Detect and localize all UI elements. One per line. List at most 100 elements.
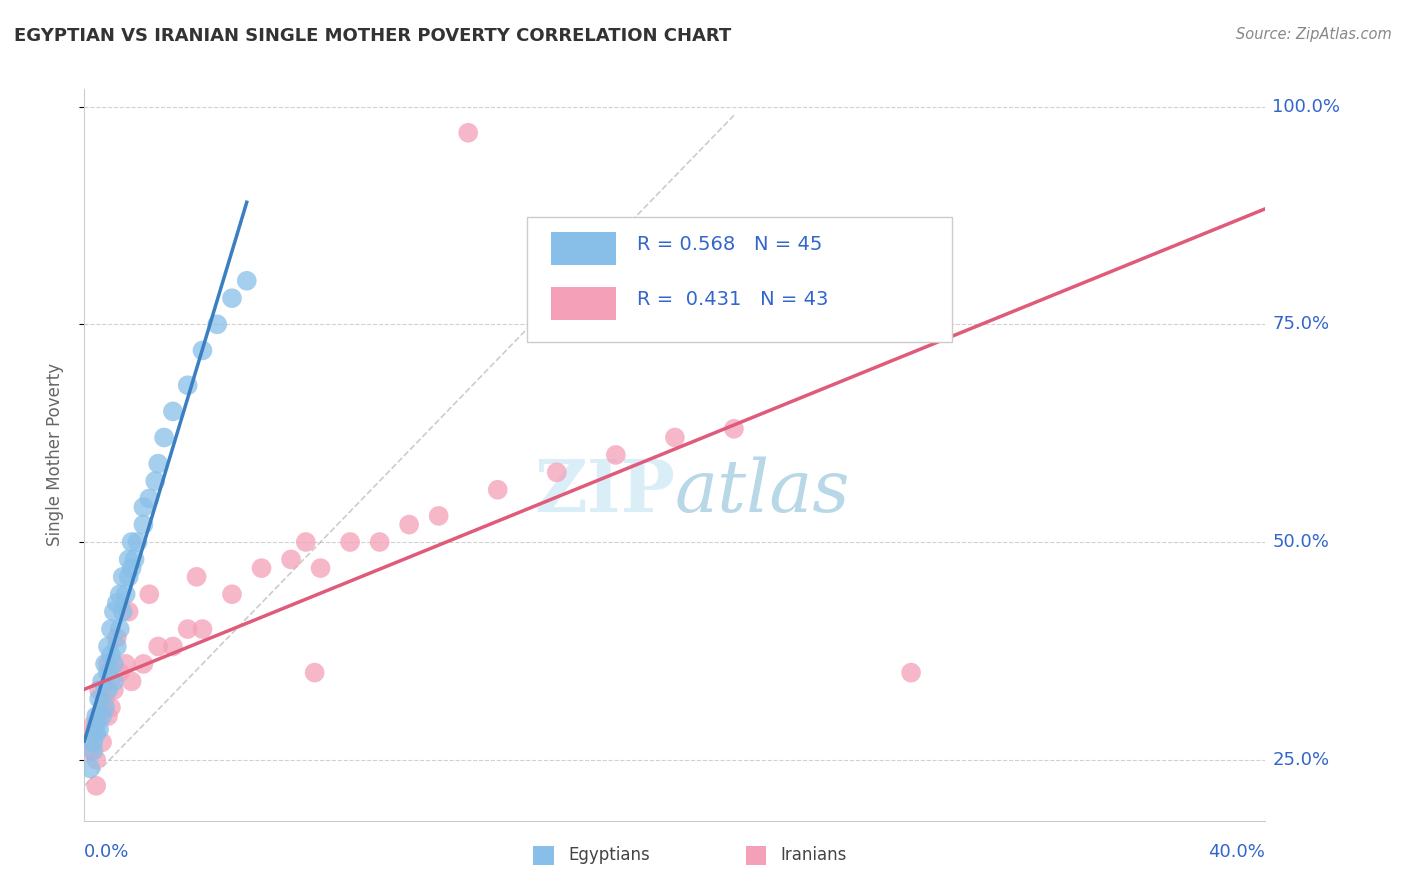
Point	[100, 700, 122, 714]
Point	[121, 674, 143, 689]
Point	[153, 430, 176, 444]
Point	[94, 691, 117, 706]
Text: 0.0%: 0.0%	[84, 843, 129, 861]
Point	[398, 517, 420, 532]
Point	[368, 535, 391, 549]
Text: 25.0%: 25.0%	[1272, 751, 1330, 769]
Point	[221, 291, 243, 305]
Point	[148, 457, 170, 471]
Point	[605, 448, 627, 462]
Point	[87, 683, 111, 698]
Point	[82, 726, 104, 740]
Point	[105, 631, 128, 645]
Point	[546, 466, 568, 480]
Point	[186, 570, 208, 584]
Point	[114, 657, 136, 671]
Text: atlas: atlas	[675, 456, 851, 527]
Point	[124, 552, 146, 566]
Point	[121, 561, 143, 575]
Point	[87, 723, 111, 737]
Point	[118, 605, 141, 619]
Point	[84, 753, 107, 767]
Point	[103, 683, 125, 698]
Point	[108, 587, 131, 601]
Point	[295, 535, 318, 549]
Point	[94, 657, 117, 671]
Point	[108, 665, 131, 680]
Point	[87, 691, 111, 706]
Point	[91, 735, 114, 749]
Text: 40.0%: 40.0%	[1209, 843, 1265, 861]
Point	[105, 596, 128, 610]
Bar	[533, 847, 554, 864]
Point	[91, 709, 114, 723]
Point	[162, 404, 184, 418]
Point	[97, 640, 120, 654]
Text: R =  0.431   N = 43: R = 0.431 N = 43	[637, 291, 828, 310]
Point	[177, 622, 200, 636]
Point	[100, 622, 122, 636]
Point	[97, 665, 120, 680]
Point	[138, 587, 160, 601]
Point	[108, 622, 131, 636]
Point	[486, 483, 509, 497]
Bar	[745, 847, 766, 864]
Point	[118, 570, 141, 584]
Point	[664, 430, 686, 444]
Point	[235, 274, 259, 288]
Point	[111, 570, 134, 584]
Point	[84, 718, 107, 732]
Point	[84, 726, 107, 740]
Point	[91, 674, 114, 689]
Point	[103, 674, 125, 689]
Y-axis label: Single Mother Poverty: Single Mother Poverty	[45, 363, 63, 547]
Bar	[551, 232, 616, 265]
Point	[100, 874, 122, 888]
Point	[103, 657, 125, 671]
Point	[304, 665, 326, 680]
Point	[114, 587, 136, 601]
Text: 100.0%: 100.0%	[1272, 97, 1340, 116]
Point	[162, 640, 184, 654]
FancyBboxPatch shape	[527, 218, 952, 342]
Point	[191, 622, 214, 636]
Point	[111, 605, 134, 619]
Text: ZIP: ZIP	[534, 456, 675, 527]
Point	[84, 779, 107, 793]
Text: 50.0%: 50.0%	[1272, 533, 1329, 551]
Point	[132, 517, 155, 532]
Point	[97, 683, 120, 698]
Point	[97, 709, 120, 723]
Text: 75.0%: 75.0%	[1272, 315, 1330, 334]
Text: Source: ZipAtlas.com: Source: ZipAtlas.com	[1236, 27, 1392, 42]
Point	[427, 508, 450, 523]
Point	[221, 587, 243, 601]
Point	[100, 648, 122, 663]
Point	[97, 657, 120, 671]
Point	[118, 552, 141, 566]
Point	[105, 640, 128, 654]
Point	[900, 665, 922, 680]
Point	[723, 422, 745, 436]
Bar	[551, 286, 616, 319]
Point	[132, 657, 155, 671]
Point	[82, 718, 104, 732]
Point	[84, 709, 107, 723]
Point	[82, 744, 104, 758]
Point	[121, 535, 143, 549]
Point	[191, 343, 214, 358]
Point	[82, 735, 104, 749]
Point	[339, 535, 361, 549]
Point	[132, 500, 155, 515]
Point	[309, 561, 332, 575]
Text: R = 0.568   N = 45: R = 0.568 N = 45	[637, 235, 823, 254]
Point	[143, 474, 166, 488]
Point	[148, 640, 170, 654]
Point	[250, 561, 273, 575]
Text: EGYPTIAN VS IRANIAN SINGLE MOTHER POVERTY CORRELATION CHART: EGYPTIAN VS IRANIAN SINGLE MOTHER POVERT…	[14, 27, 731, 45]
Point	[79, 744, 101, 758]
Point	[205, 318, 228, 332]
Point	[138, 491, 160, 506]
Text: Egyptians: Egyptians	[568, 847, 650, 864]
Point	[94, 700, 117, 714]
